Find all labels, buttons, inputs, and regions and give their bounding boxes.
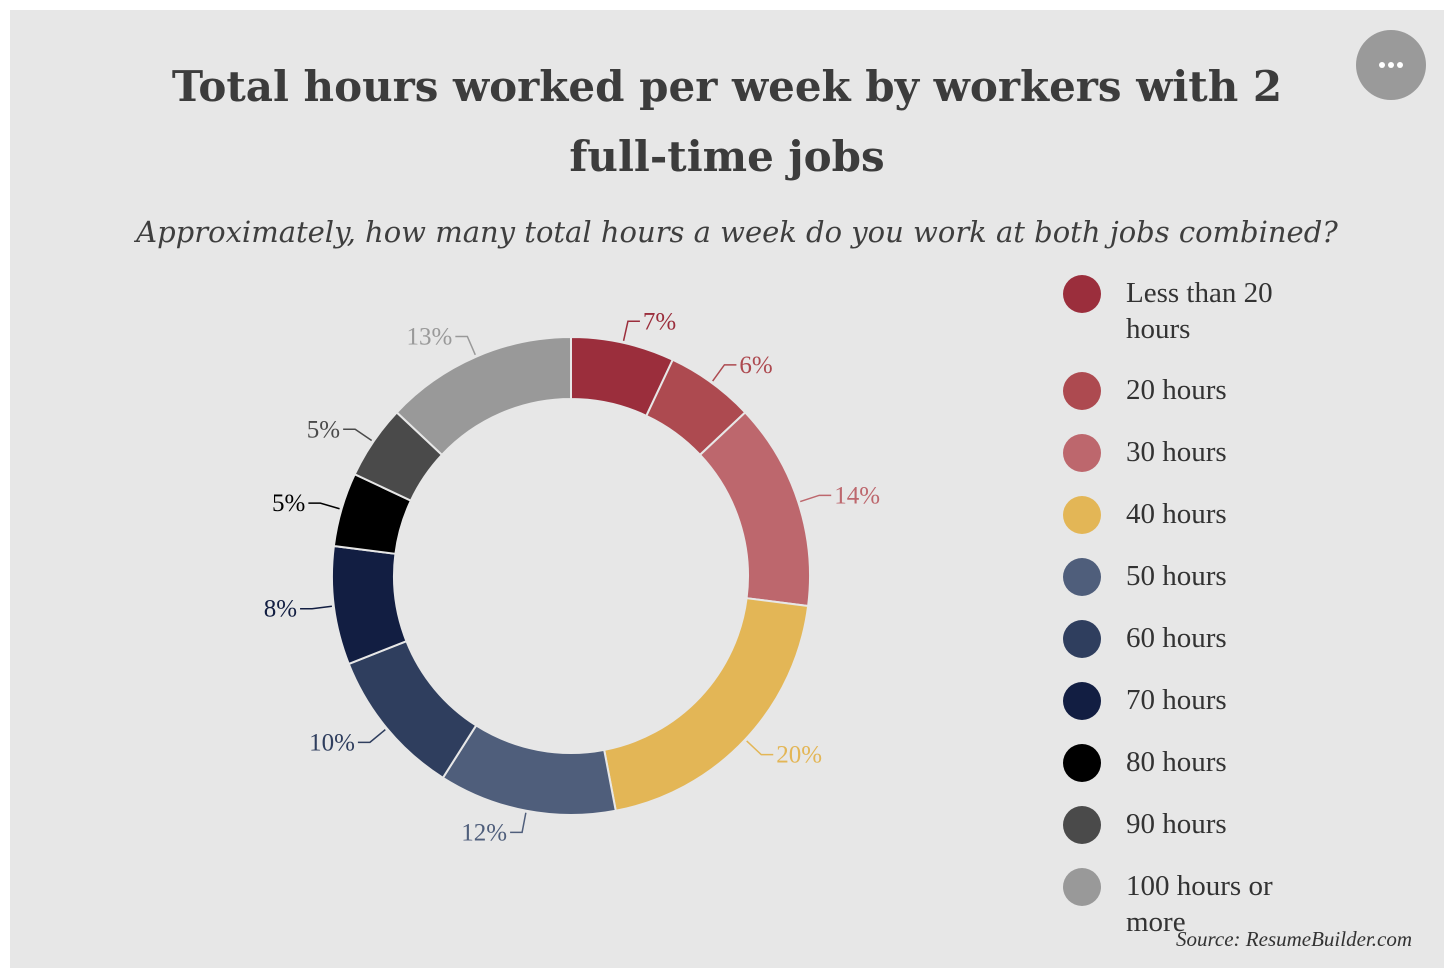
label-leader-line <box>799 494 832 503</box>
slice-value-label: 8% <box>264 596 297 623</box>
chart-card: Total hours worked per week by workers w… <box>10 10 1444 968</box>
slice-value-label: 12% <box>461 819 507 846</box>
slice-value-label: 20% <box>776 742 822 769</box>
label-leader-line <box>357 729 386 744</box>
legend-swatch <box>1063 868 1101 906</box>
legend-label: 60 hours <box>1126 622 1227 654</box>
legend-label: 30 hours <box>1126 436 1227 468</box>
donut-slice[interactable] <box>395 335 572 457</box>
legend-label: Less than 20 hours <box>1126 277 1273 345</box>
label-leader-line <box>300 605 332 610</box>
legend-swatch <box>1063 275 1101 313</box>
slice-value-label: 7% <box>643 308 676 335</box>
slice-value-label: 10% <box>309 729 355 756</box>
legend-swatch <box>1063 744 1101 782</box>
legend-swatch <box>1063 434 1101 472</box>
chart-subtitle: Approximately, how many total hours a we… <box>136 215 1338 249</box>
legend-label: 50 hours <box>1126 560 1227 592</box>
slice-value-label: 13% <box>407 323 453 350</box>
slice-value-label: 6% <box>739 352 772 379</box>
label-leader-line <box>510 812 527 834</box>
donut-slice[interactable] <box>331 544 408 666</box>
ellipsis-icon-dot <box>1388 62 1394 68</box>
legend-label: 100 hours or more <box>1126 870 1273 938</box>
donut-slice[interactable] <box>602 597 810 812</box>
legend-label: 90 hours <box>1126 808 1227 840</box>
legend-swatch <box>1063 558 1101 596</box>
donut-slice[interactable] <box>347 639 478 780</box>
legend-swatch <box>1063 496 1101 534</box>
legend-label: 70 hours <box>1126 684 1227 716</box>
legend-label: 40 hours <box>1126 498 1227 530</box>
legend-swatch <box>1063 806 1101 844</box>
label-leader-line <box>622 320 640 341</box>
source-note: Source: ResumeBuilder.com <box>1176 927 1412 951</box>
label-leader-line <box>343 428 373 442</box>
legend-swatch <box>1063 620 1101 658</box>
donut-slice[interactable] <box>698 410 811 608</box>
legend-label: 80 hours <box>1126 746 1227 778</box>
label-leader-line <box>746 740 774 756</box>
chart-title: Total hours worked per week by workers w… <box>171 62 1283 181</box>
ellipsis-icon-dot <box>1397 62 1403 68</box>
legend-label: 20 hours <box>1126 374 1227 406</box>
ellipsis-icon-dot <box>1379 62 1385 68</box>
donut-slice[interactable] <box>441 724 617 816</box>
label-leader-line <box>455 335 476 356</box>
legend-swatch <box>1063 682 1101 720</box>
label-leader-line <box>308 502 340 510</box>
legend-swatch <box>1063 372 1101 410</box>
slice-value-label: 14% <box>834 482 880 509</box>
slice-value-label: 5% <box>272 490 305 517</box>
slice-value-label: 5% <box>307 416 340 443</box>
label-leader-line <box>712 364 737 382</box>
donut-chart: 7% 6% 14% 20% 12% 10% 8% 5% 5% 13% <box>264 308 880 846</box>
more-options-button[interactable] <box>1356 30 1426 100</box>
